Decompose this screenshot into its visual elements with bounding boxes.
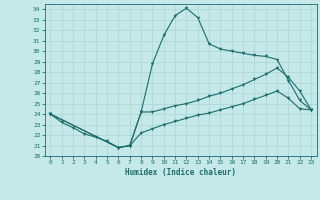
X-axis label: Humidex (Indice chaleur): Humidex (Indice chaleur) xyxy=(125,168,236,177)
